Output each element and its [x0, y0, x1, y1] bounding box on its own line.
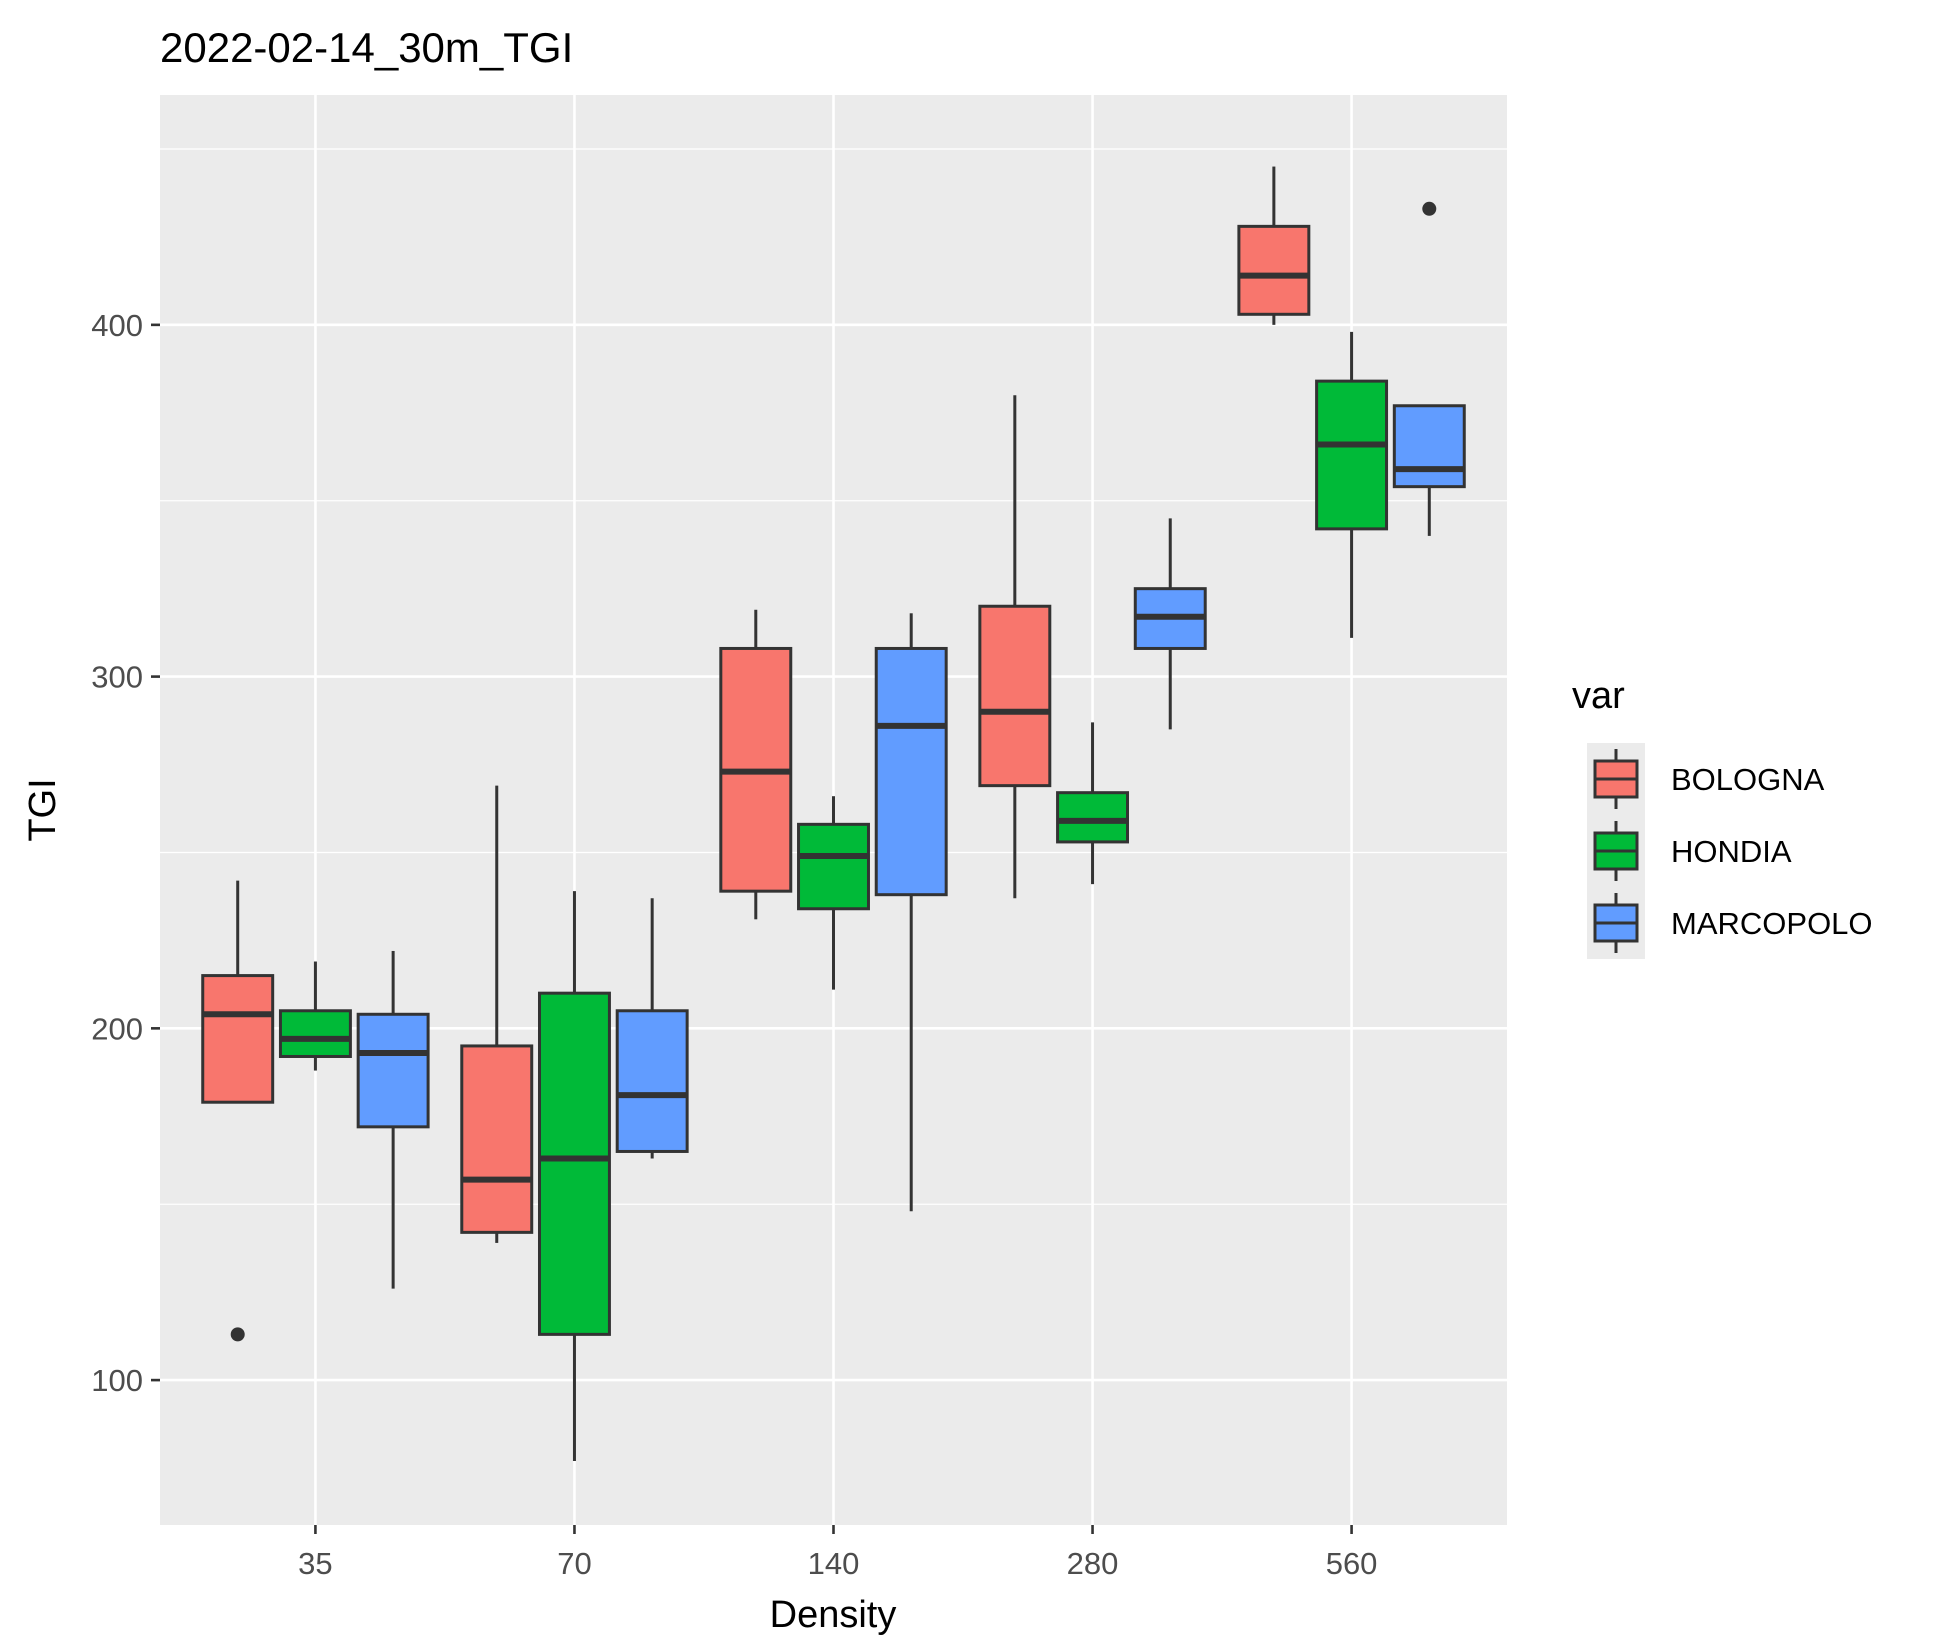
- x-tick-label: 140: [808, 1546, 860, 1581]
- axis-layer: 100 200 300 400 35 70 140 280 560: [91, 308, 1377, 1581]
- box-marcopolo-560: [1392, 201, 1466, 536]
- y-tick-label: 100: [91, 1363, 143, 1398]
- legend-label: HONDIA: [1671, 834, 1792, 869]
- legend-item-marcopolo: MARCOPOLO: [1587, 887, 1873, 959]
- box-marcopolo-35: [356, 950, 430, 1289]
- chart-title: 2022-02-14_30m_TGI: [160, 24, 573, 71]
- legend-label: MARCOPOLO: [1671, 906, 1873, 941]
- box-bologna-35: [201, 880, 275, 1342]
- y-tick-label: 200: [91, 1011, 143, 1046]
- legend-item-hondia: HONDIA: [1587, 815, 1792, 887]
- box-hondia-35: [278, 961, 352, 1071]
- legend-title: var: [1572, 675, 1625, 717]
- x-axis-title: Density: [770, 1594, 897, 1636]
- box-marcopolo-70: [615, 898, 689, 1159]
- outlier-point: [1422, 201, 1437, 216]
- box-body: [797, 822, 870, 911]
- legend-item-bologna: BOLOGNA: [1587, 743, 1825, 815]
- box-marcopolo-140: [874, 613, 948, 1212]
- box-layer: [201, 166, 1466, 1462]
- box-hondia-140: [797, 796, 870, 990]
- x-tick-label: 70: [557, 1546, 591, 1581]
- box-body: [201, 974, 275, 1104]
- box-body: [278, 1009, 352, 1058]
- y-tick-label: 400: [91, 308, 143, 343]
- outlier-point: [230, 1327, 245, 1342]
- box-body: [1315, 379, 1389, 531]
- box-body: [874, 646, 948, 897]
- x-tick-label: 560: [1326, 1546, 1378, 1581]
- y-tick-label: 300: [91, 660, 143, 695]
- box-bologna-140: [719, 609, 793, 920]
- box-body: [615, 1009, 689, 1153]
- box-body: [1392, 404, 1466, 489]
- legend-items: BOLOGNA HONDIA MARCOPOLO: [1587, 743, 1873, 959]
- legend-label: BOLOGNA: [1671, 762, 1825, 797]
- box-body: [1237, 224, 1311, 316]
- x-tick-label: 280: [1067, 1546, 1119, 1581]
- box-bologna-70: [460, 785, 534, 1243]
- box-hondia-560: [1315, 331, 1389, 638]
- box-body: [537, 991, 611, 1336]
- box-body: [460, 1044, 534, 1234]
- x-tick-label: 35: [298, 1546, 332, 1581]
- box-hondia-70: [537, 891, 611, 1462]
- box-body: [978, 604, 1052, 788]
- box-bologna-560: [1237, 166, 1311, 325]
- box-hondia-280: [1056, 722, 1130, 885]
- box-body: [1056, 791, 1130, 844]
- legend: var BOLOGNA HONDIA MARCOPOLO: [1572, 675, 1873, 959]
- y-axis-title: TGI: [22, 778, 64, 841]
- box-bologna-280: [978, 395, 1052, 899]
- box-marcopolo-280: [1133, 518, 1207, 730]
- box-body: [356, 1012, 430, 1129]
